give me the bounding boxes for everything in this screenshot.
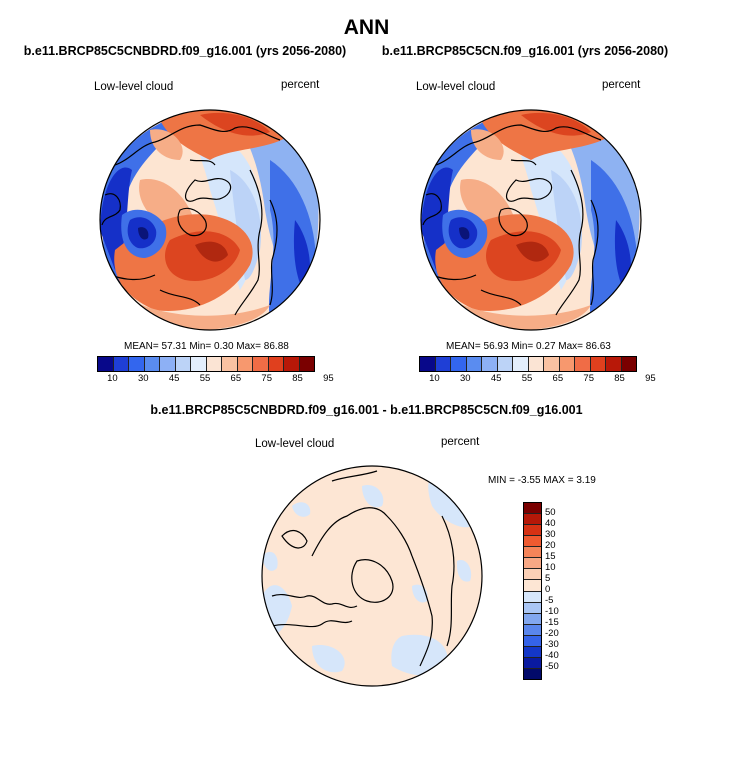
diff-units-label: percent bbox=[441, 436, 480, 448]
panel1-colorbar-swatch bbox=[144, 357, 160, 371]
diff-colorbar-tick-label: -50 bbox=[545, 661, 559, 672]
panel2-colorbar-tick-label: 85 bbox=[614, 373, 625, 384]
page-title: ANN bbox=[343, 16, 390, 39]
panel2-case-title: b.e11.BRCP85C5CN.f09_g16.001 (yrs 2056-2… bbox=[381, 44, 669, 58]
panel2-colorbar-tick-label: 65 bbox=[552, 373, 564, 384]
diff-colorbar-swatch bbox=[524, 602, 541, 614]
panel1-colorbar-swatch bbox=[299, 357, 314, 371]
diff-colorbar-swatch bbox=[524, 657, 541, 669]
diff-colorbar-swatch bbox=[524, 646, 541, 658]
diff-colorbar-swatch bbox=[524, 668, 541, 679]
diff-colorbar-tick-label: -15 bbox=[545, 617, 559, 628]
panel1-colorbar-swatch bbox=[98, 357, 114, 371]
panel2-colorbar-ticks: 10 30 45 55 65 75 85 95 bbox=[419, 373, 656, 385]
panel2-colorbar-tick-label: 55 bbox=[521, 373, 533, 384]
panel1-polar-map bbox=[90, 100, 330, 340]
panel2-stats: MEAN= 56.93 Min= 0.27 Max= 86.63 bbox=[446, 341, 611, 352]
diff-variable-label: Low-level cloud bbox=[255, 438, 335, 450]
diff-polar-map bbox=[252, 456, 492, 696]
diff-colorbar-tick-label: -10 bbox=[545, 606, 559, 617]
diff-colorbar-tick-label: 0 bbox=[545, 584, 551, 595]
panel1-colorbar bbox=[97, 356, 315, 372]
panel2-colorbar-swatch bbox=[606, 357, 622, 371]
panel2-units-label: percent bbox=[602, 79, 641, 91]
panel1-case-title: b.e11.BRCP85C5CNBDRD.f09_g16.001 (yrs 20… bbox=[23, 44, 347, 58]
panel2-colorbar-tick-label: 30 bbox=[459, 373, 471, 384]
diff-colorbar-swatch bbox=[524, 613, 541, 625]
panel1-colorbar-tick-label: 85 bbox=[292, 373, 303, 384]
panel1-colorbar-swatch bbox=[160, 357, 176, 371]
panel1-colorbar-tick-label: 65 bbox=[230, 373, 242, 384]
panel1-stats: MEAN= 57.31 Min= 0.30 Max= 86.88 bbox=[124, 341, 289, 352]
panel1-colorbar-swatch bbox=[113, 357, 129, 371]
panel1-colorbar-swatch bbox=[222, 357, 238, 371]
diff-colorbar-swatch bbox=[524, 635, 541, 647]
panel1-colorbar-ticks: 10 30 45 55 65 75 85 95 bbox=[97, 373, 334, 385]
panel2-polar-map bbox=[411, 100, 651, 340]
panel2-colorbar-swatch bbox=[544, 357, 560, 371]
panel1-colorbar-tick-label: 75 bbox=[261, 373, 272, 384]
diff-colorbar bbox=[523, 502, 542, 680]
panel1-colorbar-swatch bbox=[206, 357, 222, 371]
diff-colorbar-tick-label: 15 bbox=[545, 551, 556, 562]
diff-colorbar-tick-label: 40 bbox=[545, 518, 556, 529]
panel2-colorbar-swatch bbox=[435, 357, 451, 371]
panel1-colorbar-tick-label: 45 bbox=[168, 373, 180, 384]
diff-stats: MIN = -3.55 MAX = 3.19 bbox=[488, 475, 596, 486]
panel1-colorbar-swatch bbox=[129, 357, 145, 371]
panel2-colorbar-swatch bbox=[528, 357, 544, 371]
panel1-units-label: percent bbox=[281, 79, 320, 91]
diff-colorbar-swatch bbox=[524, 569, 541, 581]
panel1-colorbar-swatch bbox=[191, 357, 207, 371]
diff-colorbar-swatch bbox=[524, 503, 541, 515]
diff-colorbar-tick-label: -40 bbox=[545, 650, 559, 661]
panel2-colorbar-swatch bbox=[482, 357, 498, 371]
panel2-colorbar-tick-label: 45 bbox=[490, 373, 502, 384]
diff-colorbar-tick-label: -20 bbox=[545, 628, 559, 639]
diff-colorbar-tick-label: -30 bbox=[545, 639, 559, 650]
panel1-colorbar-tick-label: 55 bbox=[199, 373, 211, 384]
diff-colorbar-swatch bbox=[524, 558, 541, 570]
diff-colorbar-tick-label: 30 bbox=[545, 529, 556, 540]
diff-colorbar-swatch bbox=[524, 580, 541, 592]
panel1-colorbar-swatch bbox=[284, 357, 300, 371]
diff-colorbar-tick-label: 50 bbox=[545, 507, 556, 518]
panel1-colorbar-tick-label: 10 bbox=[107, 373, 118, 384]
panel2-colorbar-swatch bbox=[466, 357, 482, 371]
panel2-colorbar-swatch bbox=[621, 357, 636, 371]
diff-colorbar-swatch bbox=[524, 514, 541, 526]
panel2-colorbar-tick-label: 75 bbox=[583, 373, 594, 384]
diff-colorbar-tick-label: 20 bbox=[545, 540, 556, 551]
panel2-colorbar-swatch bbox=[590, 357, 606, 371]
diff-colorbar-tick-label: 10 bbox=[545, 562, 556, 573]
panel2-colorbar-swatch bbox=[420, 357, 436, 371]
panel1-colorbar-swatch bbox=[268, 357, 284, 371]
panel2-colorbar-tick-label: 95 bbox=[645, 373, 656, 384]
diff-colorbar-ticks: 50 40 30 20 15 10 5 0 -5 -10 -15 -20 -30 -40 -50 bbox=[545, 502, 585, 678]
diff-colorbar-tick-label: 5 bbox=[545, 573, 551, 584]
diff-colorbar-swatch bbox=[524, 624, 541, 636]
panel2-colorbar bbox=[419, 356, 637, 372]
panel2-colorbar-swatch bbox=[513, 357, 529, 371]
diff-colorbar-swatch bbox=[524, 536, 541, 548]
panel1-colorbar-tick-label: 30 bbox=[137, 373, 149, 384]
panel2-colorbar-swatch bbox=[497, 357, 513, 371]
panel2-variable-label: Low-level cloud bbox=[416, 81, 496, 93]
diff-colorbar-tick-label: -5 bbox=[545, 595, 554, 606]
panel1-variable-label: Low-level cloud bbox=[94, 81, 174, 93]
panel1-colorbar-swatch bbox=[237, 357, 253, 371]
diff-case-title: b.e11.BRCP85C5CNBDRD.f09_g16.001 - b.e11… bbox=[150, 403, 583, 417]
panel2-colorbar-swatch bbox=[575, 357, 591, 371]
panel1-colorbar-tick-label: 95 bbox=[323, 373, 334, 384]
panel1-colorbar-swatch bbox=[175, 357, 191, 371]
diff-colorbar-swatch bbox=[524, 525, 541, 537]
panel2-colorbar-swatch bbox=[451, 357, 467, 371]
diff-colorbar-swatch bbox=[524, 547, 541, 559]
panel2-colorbar-tick-label: 10 bbox=[429, 373, 440, 384]
panel1-colorbar-swatch bbox=[253, 357, 269, 371]
panel2-colorbar-swatch bbox=[559, 357, 575, 371]
diff-colorbar-swatch bbox=[524, 591, 541, 603]
